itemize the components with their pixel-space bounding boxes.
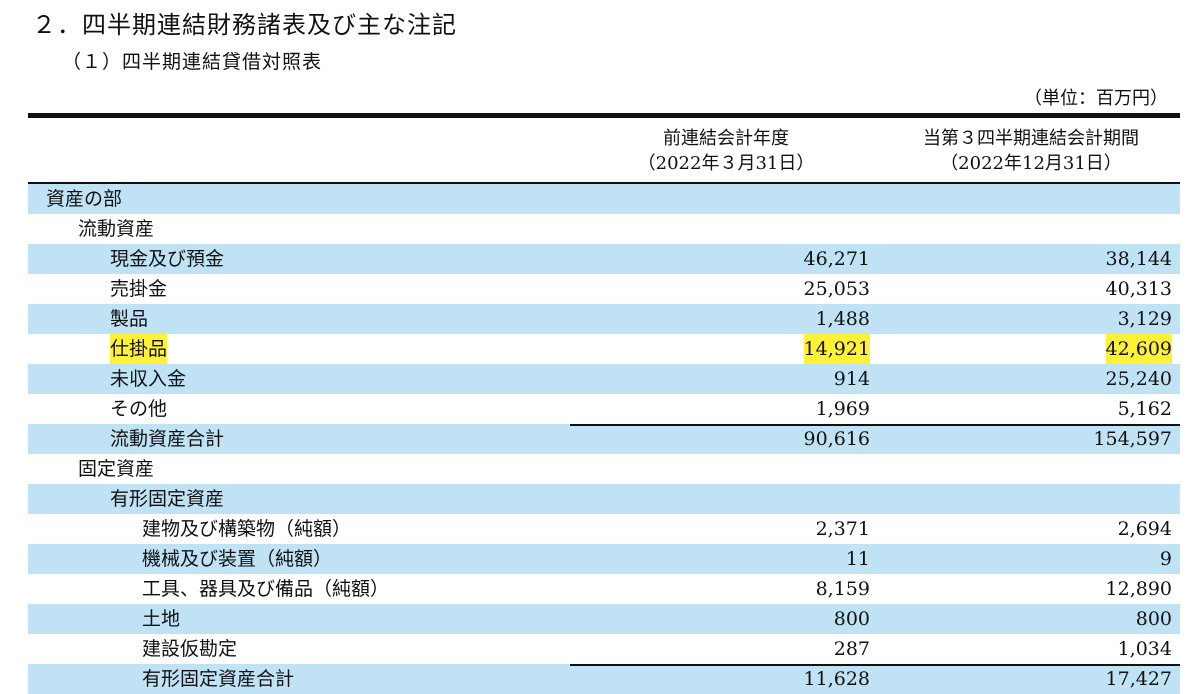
table-row-highlighted: 仕掛品 14,921 42,609 [28,334,1180,364]
prior-year-value: 1,969 [815,398,870,420]
table-row: 建設仮勘定 287 1,034 [28,634,1180,664]
row-label: 工具、器具及び備品（純額） [142,578,390,600]
prior-year-value: 2,371 [815,518,870,540]
row-label: その他 [110,398,168,420]
table-row: 機械及び装置（純額） 11 9 [28,544,1180,574]
current-period-value: 17,427 [1105,668,1172,690]
current-period-value: 9 [1159,548,1172,570]
current-period-value: 154,597 [1093,428,1172,450]
subtotal-rule [570,424,1180,426]
row-label: 流動資産 [78,218,155,240]
unit-note: （単位：百万円） [1024,88,1168,109]
column-header-current-period: 当第３四半期連結会計期間 （2022年12月31日） [882,126,1180,176]
prior-year-value: 8,159 [815,578,870,600]
table-top-rule [28,113,1180,118]
row-label: 売掛金 [110,278,168,300]
table-row: 土地 800 800 [28,604,1180,634]
table-row: 未収入金 914 25,240 [28,364,1180,394]
current-period-value-highlighted: 42,609 [1105,334,1172,364]
current-period-value: 12,890 [1105,578,1172,600]
table-row: 売掛金 25,053 40,313 [28,274,1180,304]
row-label: 建物及び構築物（純額） [142,518,352,540]
prior-year-value: 800 [833,608,870,630]
column-header-prior-year-line2: （2022年３月31日） [637,153,815,174]
column-header-current-period-line2: （2022年12月31日） [940,153,1122,174]
row-label: 機械及び装置（純額） [142,548,333,570]
prior-year-value: 11,628 [803,668,870,690]
row-label: 製品 [110,308,149,330]
row-label: 有形固定資産合計 [142,668,295,690]
table-row: 資産の部 [28,184,1180,214]
current-period-value: 40,313 [1105,278,1172,300]
current-period-value: 38,144 [1105,248,1172,270]
table-row: 建物及び構築物（純額） 2,371 2,694 [28,514,1180,544]
row-label: 土地 [142,608,181,630]
row-label: 未収入金 [110,368,187,390]
current-period-value: 3,129 [1117,308,1172,330]
row-label: 建設仮勘定 [142,638,238,660]
prior-year-value: 1,488 [815,308,870,330]
prior-year-value: 11 [845,548,870,570]
row-label: 流動資産合計 [110,428,225,450]
table-row: その他 1,969 5,162 [28,394,1180,424]
column-header-current-period-line1: 当第３四半期連結会計期間 [923,128,1139,149]
header-rule [28,182,1180,184]
column-header-prior-year-line1: 前連結会計年度 [663,128,789,149]
table-row-subtotal: 流動資産合計 90,616 154,597 [28,424,1180,454]
table-row: 有形固定資産 [28,484,1180,514]
table-row: 製品 1,488 3,129 [28,304,1180,334]
prior-year-value: 287 [833,638,870,660]
section-title: ２．四半期連結財務諸表及び主な注記 [32,11,457,39]
row-label-highlighted: 仕掛品 [110,334,168,364]
current-period-value: 25,240 [1105,368,1172,390]
column-header-prior-year: 前連結会計年度 （2022年３月31日） [570,126,882,176]
row-label: 固定資産 [78,458,155,480]
table-row: 現金及び預金 46,271 38,144 [28,244,1180,274]
table-row: 流動資産 [28,214,1180,244]
table-row: 固定資産 [28,454,1180,484]
table-row-subtotal: 有形固定資産合計 11,628 17,427 [28,664,1180,694]
prior-year-value: 46,271 [803,248,870,270]
row-label: 有形固定資産 [110,488,225,510]
row-label: 現金及び預金 [110,248,225,270]
current-period-value: 5,162 [1117,398,1172,420]
subtotal-rule [570,664,1180,666]
table-row: 工具、器具及び備品（純額） 8,159 12,890 [28,574,1180,604]
current-period-value: 2,694 [1117,518,1172,540]
sub-title: （１）四半期連結貸借対照表 [62,51,323,73]
prior-year-value: 90,616 [803,428,870,450]
current-period-value: 800 [1135,608,1172,630]
prior-year-value: 25,053 [803,278,870,300]
balance-sheet-table: 資産の部 流動資産 現金及び預金 46,271 38,144 売掛金 25,05… [28,184,1180,694]
prior-year-value-highlighted: 14,921 [803,334,870,364]
row-label: 資産の部 [46,188,123,210]
current-period-value: 1,034 [1117,638,1172,660]
prior-year-value: 914 [833,368,870,390]
